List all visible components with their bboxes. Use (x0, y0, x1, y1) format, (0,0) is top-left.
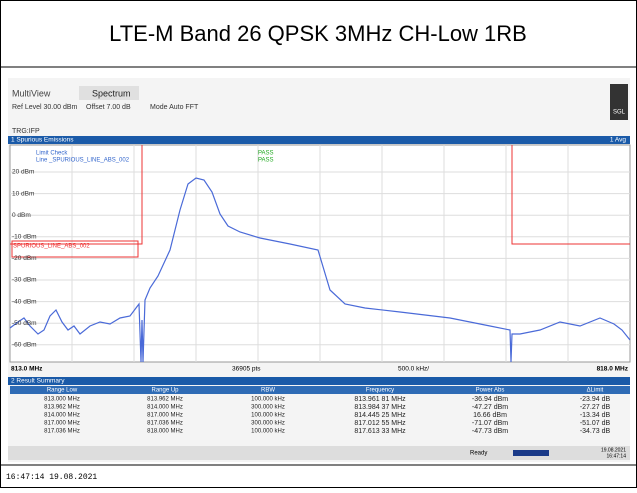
table-cell: 813.961 81 MHz (354, 396, 406, 403)
table-header-cell: RBW (261, 388, 275, 394)
status-time: 16:47:14 (607, 453, 627, 459)
table-header-cell: Range Low (47, 388, 78, 394)
table-cell: 817.036 MHz (147, 421, 183, 427)
progress (513, 450, 549, 456)
line-name: Line _SPURIOUS_LINE_ABS_002 (36, 158, 130, 164)
y-label: 10 dBm (12, 190, 34, 197)
y-label: -60 dBm (12, 342, 37, 349)
table-cell: -47.73 dBm (472, 428, 508, 435)
stop-freq: 818.0 MHz (597, 366, 629, 373)
table-cell: -34.73 dB (580, 428, 611, 435)
offset: Offset 7.00 dB (86, 104, 131, 111)
table-cell: -13.34 dB (580, 412, 611, 419)
timestamp: 16:47:14 19.08.2021 (6, 473, 97, 482)
points: 36905 pts (232, 366, 261, 373)
limit-result: PASS (258, 151, 274, 157)
table-cell: 813.984 37 MHz (354, 404, 406, 411)
window-title: 1 Spurious Emissions (11, 137, 74, 144)
table-cell: -27.27 dB (580, 404, 611, 411)
y-label: -20 dBm (12, 255, 37, 262)
table-cell: 817.613 33 MHz (354, 428, 406, 435)
table-cell: 300.000 kHz (251, 405, 285, 411)
sgl-box (610, 84, 628, 120)
table-cell: 813.962 MHz (147, 397, 183, 403)
table-cell: 100.000 kHz (251, 429, 285, 435)
table-cell: 817.012 55 MHz (354, 420, 406, 427)
status-bar (8, 446, 630, 460)
table-cell: 813.962 MHz (44, 405, 80, 411)
window-bar (8, 136, 630, 144)
trace (9, 177, 631, 363)
title: LTE-M Band 26 QPSK 3MHz CH-Low 1RB (109, 21, 527, 46)
table-header-cell: Range Up (151, 388, 179, 394)
tab-label: Spectrum (92, 88, 131, 98)
table-cell: 813.000 MHz (44, 397, 80, 403)
sgl: SGL (613, 110, 626, 116)
tab-label: MultiView (12, 88, 51, 98)
table-header-cell: ΔLimit (587, 388, 604, 394)
table-cell: 814.000 MHz (44, 413, 80, 419)
line-result: PASS (258, 158, 274, 164)
window-bar (8, 377, 630, 385)
table-cell: 100.000 kHz (251, 413, 285, 419)
mode: Mode Auto FFT (150, 104, 199, 111)
avg: 1 Avg (610, 137, 627, 144)
table-header-cell: Power Abs (476, 388, 505, 394)
table-cell: 817.000 MHz (44, 421, 80, 427)
trigger: TRG:IFP (12, 128, 40, 135)
table-cell: -36.94 dBm (472, 396, 508, 403)
y-label: -30 dBm (12, 277, 37, 284)
status: Ready (470, 451, 487, 457)
ref-level: Ref Level 30.00 dBm (12, 104, 78, 111)
table-cell: 818.000 MHz (147, 429, 183, 435)
y-label: -40 dBm (12, 298, 37, 305)
y-label: -50 dBm (12, 320, 37, 327)
span-div: 500.0 kHz/ (398, 366, 429, 373)
table-cell: 817.036 MHz (44, 429, 80, 435)
line-label: SPURIOUS_LINE_ABS_002 (13, 244, 90, 250)
table-cell: 16.66 dBm (473, 412, 507, 419)
grid (10, 145, 630, 362)
table-cell: 817.000 MHz (147, 413, 183, 419)
table-cell: 814.445 25 MHz (354, 412, 406, 419)
table-cell: -51.07 dB (580, 420, 611, 427)
window-title: 2 Result Summary (11, 378, 65, 385)
table-cell: 100.000 kHz (251, 397, 285, 403)
table-cell: 300.000 kHz (251, 421, 285, 427)
table-cell: -23.94 dB (580, 396, 611, 403)
status-date: 19.08.2021 (601, 447, 626, 453)
table-header-cell: Frequency (366, 388, 394, 394)
limit-line (10, 145, 630, 258)
y-label: 0 dBm (12, 212, 31, 219)
table-cell: 814.000 MHz (147, 405, 183, 411)
y-label: -10 dBm (12, 234, 37, 241)
start-freq: 813.0 MHz (11, 366, 43, 373)
limit-check: Limit Check (36, 151, 68, 157)
table-cell: -47.27 dBm (472, 404, 508, 411)
table-header (10, 386, 630, 394)
y-label: 20 dBm (12, 169, 34, 176)
table-cell: -71.07 dBm (472, 420, 508, 427)
tab (79, 86, 139, 100)
